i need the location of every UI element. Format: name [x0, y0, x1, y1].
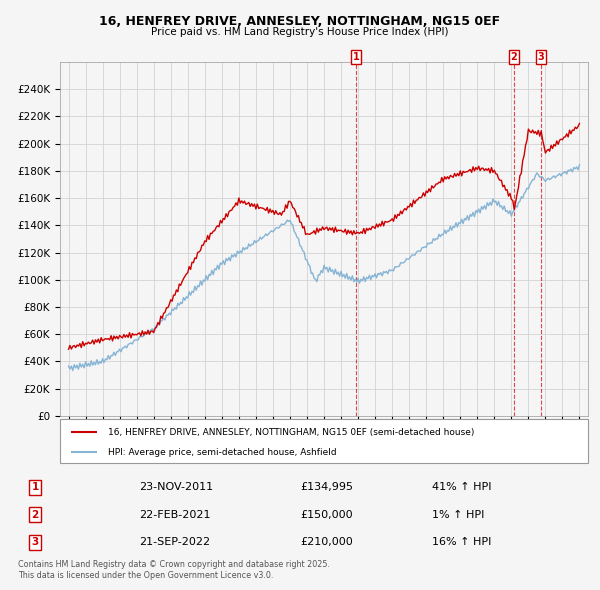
Text: 16% ↑ HPI: 16% ↑ HPI	[433, 537, 492, 547]
Text: £210,000: £210,000	[300, 537, 353, 547]
Text: 16, HENFREY DRIVE, ANNESLEY, NOTTINGHAM, NG15 0EF: 16, HENFREY DRIVE, ANNESLEY, NOTTINGHAM,…	[100, 15, 500, 28]
Text: 3: 3	[31, 537, 38, 547]
Text: HPI: Average price, semi-detached house, Ashfield: HPI: Average price, semi-detached house,…	[107, 448, 336, 457]
Text: 1% ↑ HPI: 1% ↑ HPI	[433, 510, 485, 520]
Text: 2: 2	[511, 52, 517, 62]
Text: Contains HM Land Registry data © Crown copyright and database right 2025.
This d: Contains HM Land Registry data © Crown c…	[18, 560, 330, 579]
Text: 41% ↑ HPI: 41% ↑ HPI	[433, 483, 492, 492]
Text: 1: 1	[31, 483, 38, 492]
Text: £150,000: £150,000	[300, 510, 353, 520]
Text: 16, HENFREY DRIVE, ANNESLEY, NOTTINGHAM, NG15 0EF (semi-detached house): 16, HENFREY DRIVE, ANNESLEY, NOTTINGHAM,…	[107, 428, 474, 437]
Text: 22-FEB-2021: 22-FEB-2021	[139, 510, 210, 520]
Text: 1: 1	[353, 52, 360, 62]
Text: 3: 3	[537, 52, 544, 62]
Text: 21-SEP-2022: 21-SEP-2022	[139, 537, 210, 547]
FancyBboxPatch shape	[60, 419, 588, 463]
Text: 23-NOV-2011: 23-NOV-2011	[139, 483, 213, 492]
Text: Price paid vs. HM Land Registry's House Price Index (HPI): Price paid vs. HM Land Registry's House …	[151, 27, 449, 37]
Text: 2: 2	[31, 510, 38, 520]
Text: £134,995: £134,995	[300, 483, 353, 492]
